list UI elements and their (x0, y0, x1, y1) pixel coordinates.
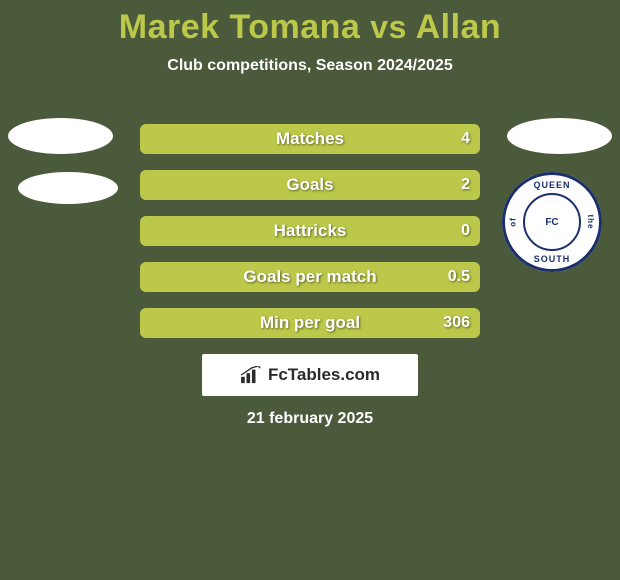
queen-of-the-south-crest-icon: QUEEN SOUTH of the FC (502, 172, 602, 272)
stat-row-hattricks: Hattricks 0 (140, 216, 480, 246)
crest-inner-ring (523, 193, 581, 251)
stat-label: Hattricks (274, 221, 347, 241)
comparison-card: Marek Tomana vs Allan Club competitions,… (0, 0, 620, 580)
vs-label: vs (370, 9, 407, 45)
stat-row-min-per-goal: Min per goal 306 (140, 308, 480, 338)
player1-club-badge-2 (18, 172, 118, 204)
stat-label: Min per goal (260, 313, 360, 333)
stat-label: Matches (276, 129, 344, 149)
stat-value-right: 0 (461, 222, 470, 240)
stat-row-matches: Matches 4 (140, 124, 480, 154)
player1-name: Marek Tomana (119, 8, 361, 46)
stat-row-goals: Goals 2 (140, 170, 480, 200)
subtitle: Club competitions, Season 2024/2025 (0, 57, 620, 75)
crest-text-left: of (508, 217, 517, 227)
bar-chart-icon (240, 366, 262, 384)
page-title: Marek Tomana vs Allan (0, 0, 620, 47)
crest-text-top: QUEEN (533, 180, 570, 190)
stat-label: Goals (286, 175, 333, 195)
stat-label: Goals per match (243, 267, 376, 287)
stat-value-right: 0.5 (448, 268, 470, 286)
ellipse-icon (8, 118, 113, 154)
ellipse-icon (18, 172, 118, 204)
brand-text: FcTables.com (268, 365, 380, 385)
player1-club-badge-1 (8, 118, 113, 154)
stat-row-goals-per-match: Goals per match 0.5 (140, 262, 480, 292)
date-label: 21 february 2025 (0, 410, 620, 428)
stat-value-right: 2 (461, 176, 470, 194)
ellipse-icon (507, 118, 612, 154)
player2-club-badge-2: QUEEN SOUTH of the FC (502, 172, 602, 272)
crest-text-right: the (586, 215, 595, 230)
stat-value-right: 306 (443, 314, 470, 332)
player2-club-badge-1 (507, 118, 612, 154)
crest-text-bottom: SOUTH (534, 254, 571, 264)
stats-bars: Matches 4 Goals 2 Hattricks 0 Goals per … (140, 124, 480, 354)
brand-link[interactable]: FcTables.com (202, 354, 418, 396)
player2-name: Allan (416, 8, 502, 46)
stat-value-right: 4 (461, 130, 470, 148)
